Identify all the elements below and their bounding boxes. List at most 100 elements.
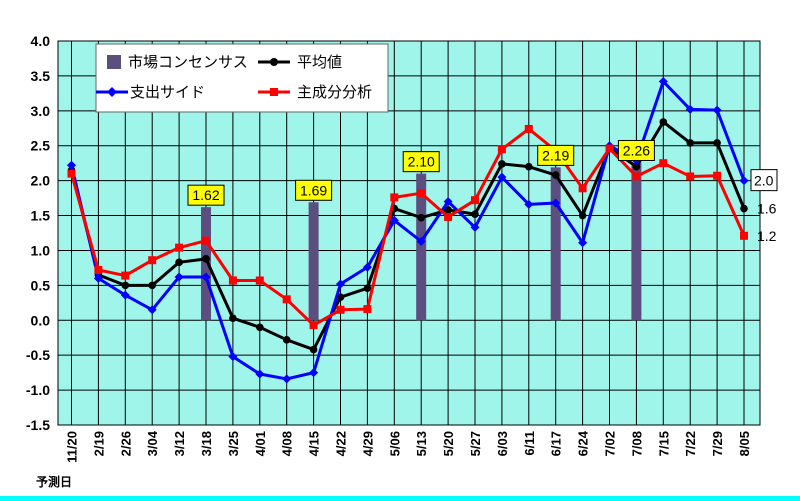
x-tick-label: 3/12 bbox=[172, 431, 187, 456]
y-tick-label: 3.0 bbox=[31, 103, 51, 119]
end-data-label: 2.0 bbox=[754, 173, 774, 189]
x-tick-label: 3/18 bbox=[199, 431, 214, 456]
series-point bbox=[229, 314, 237, 322]
series-point bbox=[121, 281, 130, 290]
series-line bbox=[70, 120, 746, 352]
series-point bbox=[578, 211, 587, 220]
x-tick-label: 4/08 bbox=[280, 431, 295, 456]
series-point bbox=[444, 212, 453, 221]
series-point bbox=[120, 290, 130, 300]
series-point bbox=[390, 193, 399, 202]
series-point bbox=[363, 284, 372, 292]
x-tick-label: 6/03 bbox=[495, 431, 510, 456]
legend-box bbox=[95, 43, 389, 113]
series-point bbox=[632, 162, 641, 171]
series-point bbox=[470, 222, 480, 232]
series-point bbox=[497, 172, 507, 182]
bar-layer bbox=[201, 162, 642, 321]
series-point bbox=[686, 139, 694, 147]
x-tick-label: 7/22 bbox=[683, 431, 698, 456]
x-tick-label: 8/05 bbox=[737, 431, 752, 456]
series-point bbox=[201, 272, 211, 282]
series-line bbox=[70, 127, 746, 327]
y-tick-label: 1.0 bbox=[31, 242, 51, 258]
consensus-label-box bbox=[402, 151, 440, 173]
series-point bbox=[658, 76, 668, 86]
series-point bbox=[632, 172, 641, 181]
x-tick-label: 5/06 bbox=[387, 431, 402, 456]
x-tick-label: 7/29 bbox=[710, 431, 725, 456]
series-point bbox=[121, 271, 130, 280]
series-point bbox=[282, 374, 292, 384]
y-tick-label: 0.5 bbox=[31, 277, 51, 293]
series-point bbox=[659, 159, 668, 168]
x-tick-label: 3/25 bbox=[226, 431, 241, 456]
series-point bbox=[685, 104, 695, 114]
series-point bbox=[389, 215, 399, 225]
series-point bbox=[444, 206, 452, 214]
x-tick-label: 3/04 bbox=[145, 430, 160, 456]
x-tick-label: 6/24 bbox=[576, 430, 591, 456]
consensus-label-box bbox=[295, 179, 333, 201]
series-point bbox=[713, 171, 722, 180]
y-tick-label: -1.5 bbox=[26, 417, 50, 433]
x-tick-label: 5/13 bbox=[414, 431, 429, 456]
x-tick-label: 6/11 bbox=[522, 431, 537, 456]
consensus-bar bbox=[550, 167, 561, 321]
consensus-bar bbox=[308, 202, 319, 321]
series-point bbox=[336, 305, 345, 314]
series-point bbox=[67, 160, 76, 170]
series-point bbox=[175, 258, 183, 267]
line-layer bbox=[67, 76, 749, 384]
x-tick-label: 7/02 bbox=[603, 431, 618, 456]
x-tick-label: 7/15 bbox=[656, 431, 671, 456]
series-point bbox=[282, 295, 291, 304]
series-point bbox=[148, 256, 157, 265]
y-tick-label: -0.5 bbox=[26, 347, 50, 363]
series-point bbox=[228, 352, 238, 362]
x-tick-label: 5/20 bbox=[441, 431, 456, 456]
series-point bbox=[309, 321, 318, 330]
y-tick-label: 2.0 bbox=[31, 173, 51, 189]
legend-label-consensus: 市場コンセンサス bbox=[128, 54, 248, 71]
series-point bbox=[739, 176, 749, 186]
series-point bbox=[740, 231, 748, 240]
series-point bbox=[147, 305, 157, 315]
series-point bbox=[417, 213, 426, 222]
end-label-box bbox=[750, 169, 778, 192]
legend-marker-spending bbox=[107, 87, 117, 97]
legend-label-pca: 主成分分析 bbox=[297, 84, 372, 101]
consensus-bar bbox=[201, 207, 211, 321]
consensus-label-box bbox=[537, 144, 575, 166]
x-tick-label: 2/19 bbox=[91, 431, 106, 456]
series-point bbox=[228, 276, 237, 285]
series-point bbox=[336, 279, 345, 289]
y-tick-label: 3.5 bbox=[31, 68, 51, 84]
series-point bbox=[578, 184, 587, 193]
series-point bbox=[713, 139, 721, 147]
series-point bbox=[416, 236, 426, 246]
end-data-label: 1.2 bbox=[757, 228, 777, 244]
series-point bbox=[362, 262, 372, 272]
series-point bbox=[67, 169, 76, 178]
x-axis-title: 予測日 bbox=[36, 474, 72, 489]
series-point bbox=[605, 144, 614, 153]
series-point bbox=[148, 281, 156, 290]
series-point bbox=[524, 199, 534, 209]
x-tick-label: 2/26 bbox=[118, 431, 133, 456]
series-point bbox=[282, 336, 291, 344]
y-tick-label: 4.0 bbox=[31, 33, 51, 49]
series-point bbox=[551, 198, 561, 208]
x-tick-label: 7/08 bbox=[629, 431, 644, 456]
series-point bbox=[471, 210, 479, 218]
legend-swatch-consensus bbox=[107, 55, 121, 69]
series-point bbox=[93, 273, 103, 283]
y-tick-label: 1.5 bbox=[31, 208, 51, 224]
consensus-bar bbox=[416, 173, 427, 321]
consensus-label-box bbox=[187, 184, 225, 206]
series-point bbox=[443, 197, 453, 207]
series-point bbox=[686, 172, 695, 181]
series-point bbox=[175, 243, 184, 252]
series-point bbox=[498, 160, 506, 168]
